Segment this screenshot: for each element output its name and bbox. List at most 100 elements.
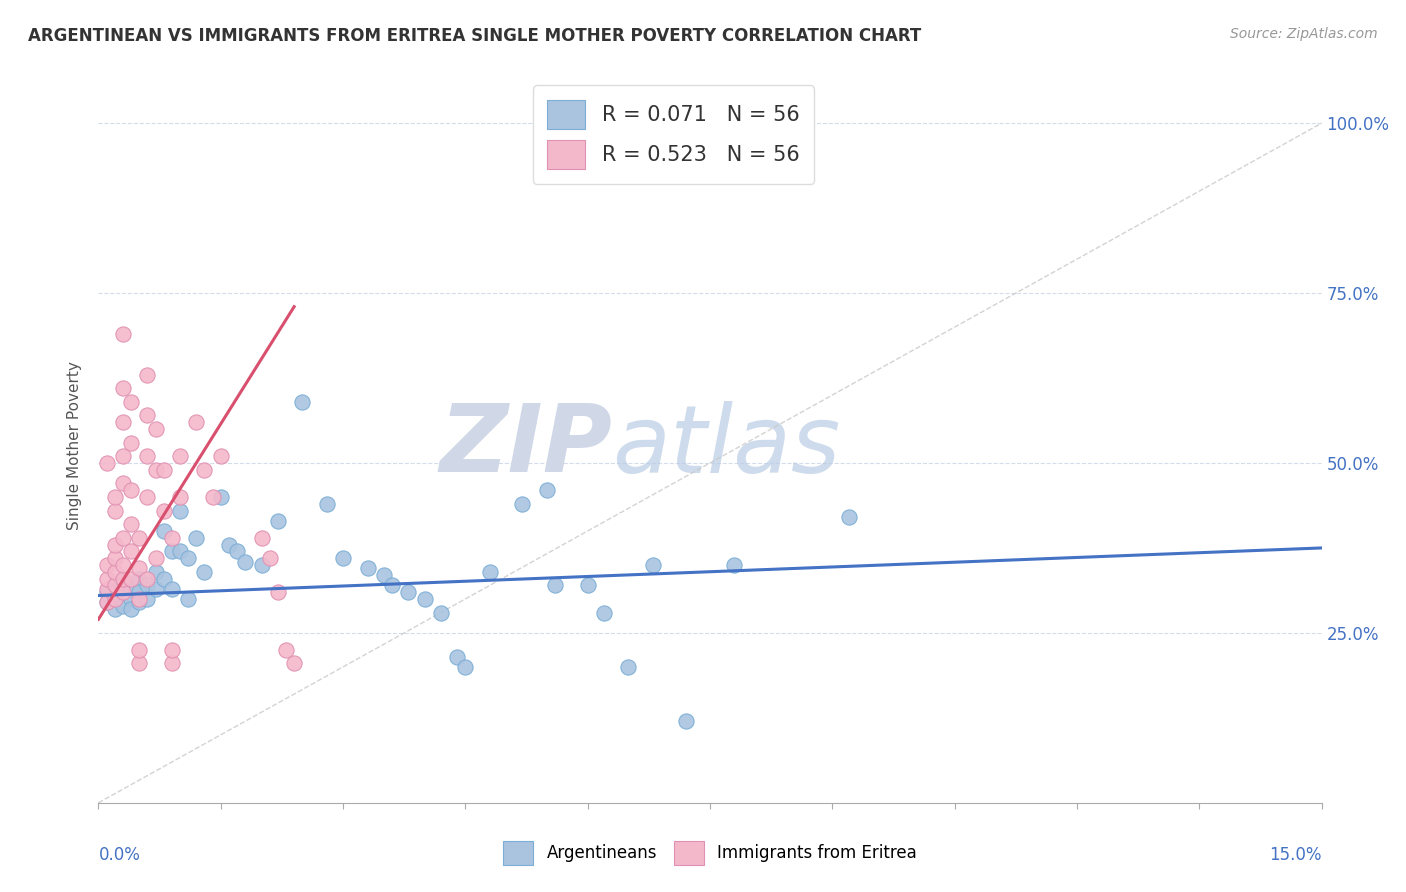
Point [201,490,224,504]
Point [128,561,150,575]
Point [641,558,664,572]
Point [104,565,127,579]
Point [120,517,142,532]
Point [111,572,134,586]
Point [96,595,118,609]
Point [332,551,354,566]
Point [512,497,534,511]
Point [128,585,150,599]
Point [104,578,127,592]
Point [617,660,640,674]
Point [120,483,142,498]
Point [96,572,118,586]
Point [120,582,142,596]
Point [218,537,240,551]
Point [111,326,134,341]
Point [111,585,134,599]
Text: ZIP: ZIP [439,400,612,492]
Point [104,490,127,504]
Point [675,714,697,729]
Point [446,649,468,664]
Point [186,531,208,545]
Point [128,572,150,586]
Point [128,657,150,671]
Point [226,544,249,558]
Point [536,483,558,498]
Text: atlas: atlas [612,401,841,491]
Point [152,524,174,538]
Point [136,449,159,463]
Point [169,490,191,504]
Point [104,578,127,592]
Point [96,558,118,572]
Point [96,585,118,599]
Point [413,591,436,606]
Point [233,555,256,569]
Point [169,544,191,558]
Legend: Argentineans, Immigrants from Eritrea: Argentineans, Immigrants from Eritrea [495,833,925,873]
Text: Source: ZipAtlas.com: Source: ZipAtlas.com [1230,27,1378,41]
Point [152,503,174,517]
Point [373,568,395,582]
Y-axis label: Single Mother Poverty: Single Mother Poverty [67,361,83,531]
Point [250,531,273,545]
Point [259,551,281,566]
Point [136,368,159,382]
Text: 15.0%: 15.0% [1270,846,1322,863]
Point [111,574,134,589]
Point [160,544,183,558]
Point [96,582,118,596]
Point [356,561,378,575]
Point [593,606,616,620]
Point [111,449,134,463]
Point [120,602,142,616]
Point [186,415,208,429]
Point [315,497,337,511]
Point [104,537,127,551]
Point [576,578,599,592]
Point [145,422,167,436]
Point [160,531,183,545]
Point [120,435,142,450]
Point [160,582,183,596]
Point [128,595,150,609]
Point [96,595,118,609]
Point [250,558,273,572]
Point [160,657,183,671]
Point [152,572,174,586]
Point [381,578,404,592]
Point [454,660,477,674]
Point [136,572,159,586]
Point [136,490,159,504]
Point [111,585,134,599]
Point [177,551,200,566]
Point [152,463,174,477]
Point [120,572,142,586]
Point [544,578,567,592]
Point [267,514,290,528]
Point [430,606,453,620]
Point [128,643,150,657]
Point [160,643,183,657]
Point [111,599,134,613]
Point [104,503,127,517]
Point [193,463,215,477]
Point [111,558,134,572]
Point [111,531,134,545]
Point [128,591,150,606]
Point [209,449,232,463]
Point [128,531,150,545]
Point [145,551,167,566]
Point [104,551,127,566]
Point [104,591,127,606]
Point [111,476,134,491]
Point [267,585,290,599]
Point [96,456,118,470]
Point [120,394,142,409]
Point [838,510,860,524]
Point [136,409,159,423]
Point [396,585,419,599]
Point [209,490,232,504]
Point [169,503,191,517]
Point [478,565,501,579]
